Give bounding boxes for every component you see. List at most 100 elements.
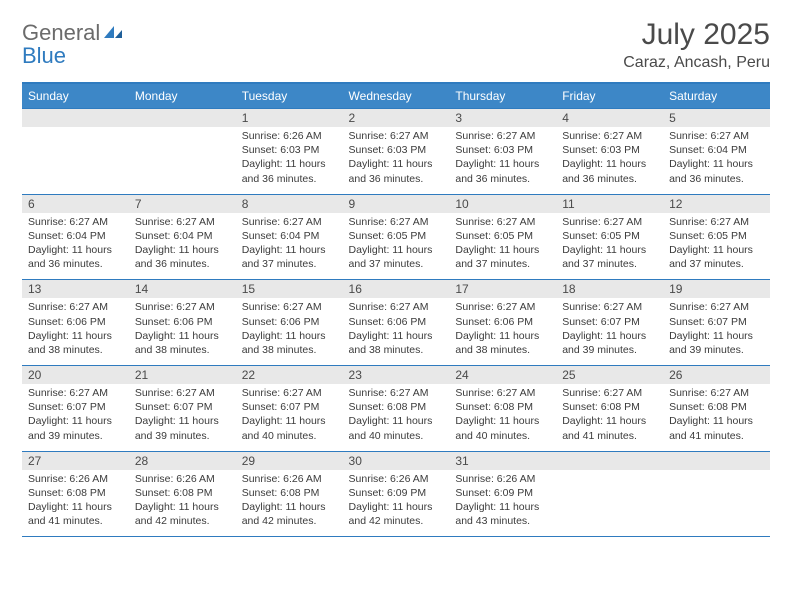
sunrise-text: Sunrise: 6:27 AM [455, 215, 550, 229]
day-cell: 20Sunrise: 6:27 AMSunset: 6:07 PMDayligh… [22, 366, 129, 452]
day-body [663, 470, 770, 528]
daylight-text: Daylight: 11 hours and 36 minutes. [28, 243, 123, 271]
day-body: Sunrise: 6:27 AMSunset: 6:08 PMDaylight:… [663, 384, 770, 451]
sunrise-text: Sunrise: 6:27 AM [562, 129, 657, 143]
day-cell: 28Sunrise: 6:26 AMSunset: 6:08 PMDayligh… [129, 451, 236, 537]
day-body: Sunrise: 6:27 AMSunset: 6:05 PMDaylight:… [663, 213, 770, 280]
day-number: 8 [236, 195, 343, 213]
sunrise-text: Sunrise: 6:27 AM [28, 386, 123, 400]
day-number: 27 [22, 452, 129, 470]
daylight-text: Daylight: 11 hours and 39 minutes. [562, 329, 657, 357]
day-body: Sunrise: 6:27 AMSunset: 6:05 PMDaylight:… [343, 213, 450, 280]
calendar-body: 1Sunrise: 6:26 AMSunset: 6:03 PMDaylight… [22, 109, 770, 537]
day-number: 25 [556, 366, 663, 384]
day-cell: 4Sunrise: 6:27 AMSunset: 6:03 PMDaylight… [556, 109, 663, 195]
day-cell: 26Sunrise: 6:27 AMSunset: 6:08 PMDayligh… [663, 366, 770, 452]
calendar-page: General Blue July 2025 Caraz, Ancash, Pe… [0, 0, 792, 555]
day-body: Sunrise: 6:27 AMSunset: 6:08 PMDaylight:… [449, 384, 556, 451]
sunrise-text: Sunrise: 6:27 AM [349, 215, 444, 229]
day-body [556, 470, 663, 528]
day-cell: 30Sunrise: 6:26 AMSunset: 6:09 PMDayligh… [343, 451, 450, 537]
daylight-text: Daylight: 11 hours and 36 minutes. [455, 157, 550, 185]
sunrise-text: Sunrise: 6:27 AM [562, 300, 657, 314]
sunrise-text: Sunrise: 6:27 AM [135, 215, 230, 229]
sunset-text: Sunset: 6:07 PM [669, 315, 764, 329]
day-body: Sunrise: 6:27 AMSunset: 6:03 PMDaylight:… [556, 127, 663, 194]
day-body [129, 127, 236, 185]
week-row: 20Sunrise: 6:27 AMSunset: 6:07 PMDayligh… [22, 366, 770, 452]
sunset-text: Sunset: 6:04 PM [28, 229, 123, 243]
sunrise-text: Sunrise: 6:26 AM [242, 129, 337, 143]
day-number: 4 [556, 109, 663, 127]
header: General Blue July 2025 Caraz, Ancash, Pe… [22, 18, 770, 72]
daylight-text: Daylight: 11 hours and 36 minutes. [562, 157, 657, 185]
day-cell: 13Sunrise: 6:27 AMSunset: 6:06 PMDayligh… [22, 280, 129, 366]
sunrise-text: Sunrise: 6:27 AM [242, 386, 337, 400]
sunset-text: Sunset: 6:08 PM [242, 486, 337, 500]
day-cell: 5Sunrise: 6:27 AMSunset: 6:04 PMDaylight… [663, 109, 770, 195]
daylight-text: Daylight: 11 hours and 36 minutes. [349, 157, 444, 185]
sunrise-text: Sunrise: 6:27 AM [242, 300, 337, 314]
day-body: Sunrise: 6:27 AMSunset: 6:08 PMDaylight:… [556, 384, 663, 451]
day-cell: 1Sunrise: 6:26 AMSunset: 6:03 PMDaylight… [236, 109, 343, 195]
dayhead-wed: Wednesday [343, 83, 450, 109]
day-number: 16 [343, 280, 450, 298]
day-number: 13 [22, 280, 129, 298]
day-cell: 10Sunrise: 6:27 AMSunset: 6:05 PMDayligh… [449, 194, 556, 280]
week-row: 13Sunrise: 6:27 AMSunset: 6:06 PMDayligh… [22, 280, 770, 366]
calendar-table: Sunday Monday Tuesday Wednesday Thursday… [22, 82, 770, 537]
day-number: 19 [663, 280, 770, 298]
week-row: 27 Sunrise: 6:26 AM Sunset: 6:08 PM Dayligh… [22, 451, 770, 537]
sunset-text: Sunset: 6:07 PM [135, 400, 230, 414]
day-cell: 11Sunrise: 6:27 AMSunset: 6:05 PMDayligh… [556, 194, 663, 280]
dayhead-mon: Monday [129, 83, 236, 109]
sunrise-text: Sunrise: 6:26 AM [28, 472, 123, 486]
sunrise-text: Sunrise: 6:26 AM [349, 472, 444, 486]
day-cell: 15Sunrise: 6:27 AMSunset: 6:06 PMDayligh… [236, 280, 343, 366]
daylight-text: Daylight: 11 hours and 36 minutes. [242, 157, 337, 185]
page-subtitle: Caraz, Ancash, Peru [623, 54, 770, 72]
day-body: Sunrise: 6:26 AMSunset: 6:09 PMDaylight:… [343, 470, 450, 537]
sunset-text: Sunset: 6:05 PM [455, 229, 550, 243]
sunset-text: Sunset: 6:08 PM [669, 400, 764, 414]
day-number: 26 [663, 366, 770, 384]
day-cell: 21Sunrise: 6:27 AMSunset: 6:07 PMDayligh… [129, 366, 236, 452]
day-number [556, 452, 663, 470]
dayhead-tue: Tuesday [236, 83, 343, 109]
day-cell: 25Sunrise: 6:27 AMSunset: 6:08 PMDayligh… [556, 366, 663, 452]
day-number: 20 [22, 366, 129, 384]
dayhead-sun: Sunday [22, 83, 129, 109]
sunset-text: Sunset: 6:08 PM [455, 400, 550, 414]
day-number: 22 [236, 366, 343, 384]
daylight-text: Daylight: 11 hours and 36 minutes. [135, 243, 230, 271]
day-cell [22, 109, 129, 195]
day-number: 31 [449, 452, 556, 470]
day-cell: 3Sunrise: 6:27 AMSunset: 6:03 PMDaylight… [449, 109, 556, 195]
daylight-text: Daylight: 11 hours and 37 minutes. [349, 243, 444, 271]
day-cell: 9Sunrise: 6:27 AMSunset: 6:05 PMDaylight… [343, 194, 450, 280]
day-body: Sunrise: 6:27 AMSunset: 6:07 PMDaylight:… [129, 384, 236, 451]
daylight-text: Daylight: 11 hours and 37 minutes. [455, 243, 550, 271]
day-body: Sunrise: 6:27 AMSunset: 6:07 PMDaylight:… [236, 384, 343, 451]
day-cell: 31Sunrise: 6:26 AMSunset: 6:09 PMDayligh… [449, 451, 556, 537]
sunrise-text: Sunrise: 6:27 AM [349, 129, 444, 143]
sunset-text: Sunset: 6:06 PM [349, 315, 444, 329]
daylight-text: Daylight: 11 hours and 42 minutes. [135, 500, 230, 528]
day-body: Sunrise: 6:26 AMSunset: 6:09 PMDaylight:… [449, 470, 556, 537]
day-number: 3 [449, 109, 556, 127]
sunset-text: Sunset: 6:09 PM [455, 486, 550, 500]
daylight-text: Daylight: 11 hours and 39 minutes. [28, 414, 123, 442]
day-body: Sunrise: 6:27 AMSunset: 6:07 PMDaylight:… [22, 384, 129, 451]
sunset-text: Sunset: 6:06 PM [135, 315, 230, 329]
sunset-text: Sunset: 6:08 PM [349, 400, 444, 414]
daylight-text: Daylight: 11 hours and 37 minutes. [669, 243, 764, 271]
day-cell: 16Sunrise: 6:27 AMSunset: 6:06 PMDayligh… [343, 280, 450, 366]
day-number: 6 [22, 195, 129, 213]
day-cell: 2Sunrise: 6:27 AMSunset: 6:03 PMDaylight… [343, 109, 450, 195]
day-number: 21 [129, 366, 236, 384]
day-body: Sunrise: 6:27 AMSunset: 6:05 PMDaylight:… [449, 213, 556, 280]
day-number: 9 [343, 195, 450, 213]
day-body: Sunrise: 6:27 AMSunset: 6:04 PMDaylight:… [663, 127, 770, 194]
day-body: Sunrise: 6:27 AMSunset: 6:06 PMDaylight:… [22, 298, 129, 365]
sunset-text: Sunset: 6:06 PM [28, 315, 123, 329]
